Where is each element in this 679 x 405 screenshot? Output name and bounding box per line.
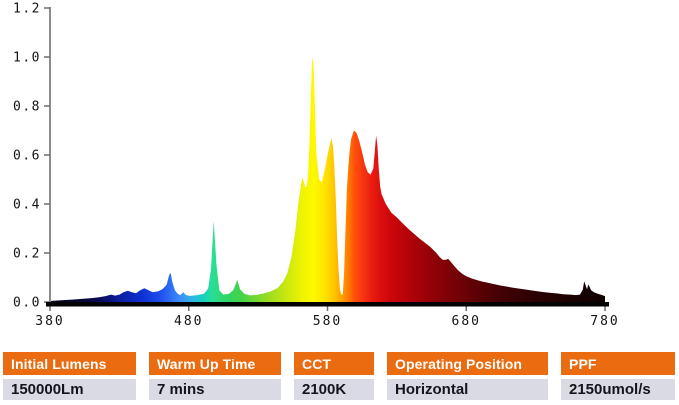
x-axis-line <box>46 302 609 307</box>
spec-value-cct: 2100K <box>294 379 374 400</box>
spec-value-ppf: 2150umol/s <box>561 379 675 400</box>
spec-header-operating-position: Operating Position <box>387 352 548 375</box>
y-tick-label-0.0: 0.0 <box>13 296 41 311</box>
y-tick-label-0.2: 0.2 <box>13 247 41 262</box>
x-tick-label-480: 480 <box>174 314 203 329</box>
y-tick-label-0.8: 0.8 <box>13 100 41 115</box>
spec-header-warm-up-time: Warm Up Time <box>149 352 281 375</box>
x-tick-label-380: 380 <box>35 314 64 329</box>
spec-header-initial-lumens: Initial Lumens <box>3 352 136 375</box>
spec-value-operating-position: Horizontal <box>387 379 548 400</box>
x-tick-label-580: 580 <box>313 314 342 329</box>
chart-canvas: 0.0 0.2 0.4 0.6 0.8 1.0 1.2 380 480 580 680 780 <box>13 2 619 330</box>
x-tick-label-780: 780 <box>590 314 619 329</box>
x-tick-label-680: 680 <box>452 314 481 329</box>
y-tick-label-1.2: 1.2 <box>13 2 41 17</box>
spectrum-curve <box>50 57 605 302</box>
y-tick-label-1.0: 1.0 <box>13 51 41 66</box>
lamp-spec-table: Initial Lumens Warm Up Time CCT Operatin… <box>3 352 675 400</box>
spec-value-warm-up-time: 7 mins <box>149 379 281 400</box>
y-tick-label-0.4: 0.4 <box>13 198 41 213</box>
y-tick-label-0.6: 0.6 <box>13 149 41 164</box>
spec-header-ppf: PPF <box>561 352 675 375</box>
spec-value-initial-lumens: 150000Lm <box>3 379 136 400</box>
spectral-distribution-chart: 0.0 0.2 0.4 0.6 0.8 1.0 1.2 380 480 580 680 780 <box>13 2 619 330</box>
spec-header-cct: CCT <box>294 352 374 375</box>
